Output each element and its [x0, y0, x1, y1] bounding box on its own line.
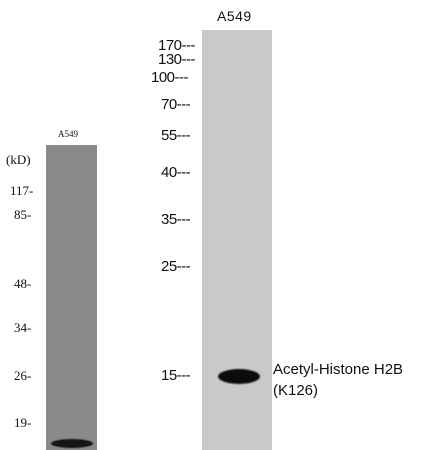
- right-marker-70: 70---: [161, 96, 191, 113]
- left-marker-26: 26-: [14, 368, 32, 383]
- right-marker-100: 100---: [151, 69, 189, 86]
- left-marker-117: 117-: [10, 183, 34, 198]
- right-marker-15: 15---: [161, 367, 191, 384]
- left-marker-34: 34-: [14, 320, 32, 335]
- left-unit-label: (kD): [6, 152, 31, 167]
- band-label-line2: (K126): [273, 382, 319, 399]
- right-blot-band: [218, 369, 260, 384]
- right-marker-130: 130---: [158, 51, 196, 68]
- right-marker-55: 55---: [161, 127, 191, 144]
- left-marker-48: 48-: [14, 276, 32, 291]
- right-lane-label: A549: [217, 8, 252, 24]
- right-marker-25: 25---: [161, 258, 191, 275]
- right-marker-170: 170---: [158, 37, 196, 54]
- left-blot-lane: [46, 145, 97, 450]
- left-lane-label: A549: [58, 129, 78, 139]
- left-blot-band: [51, 439, 93, 448]
- right-marker-35: 35---: [161, 211, 191, 228]
- right-marker-40: 40---: [161, 164, 191, 181]
- band-label-line1: Acetyl-Histone H2B: [273, 361, 404, 378]
- left-marker-19: 19-: [14, 415, 32, 430]
- left-marker-85: 85-: [14, 207, 32, 222]
- right-blot-lane: [202, 30, 272, 450]
